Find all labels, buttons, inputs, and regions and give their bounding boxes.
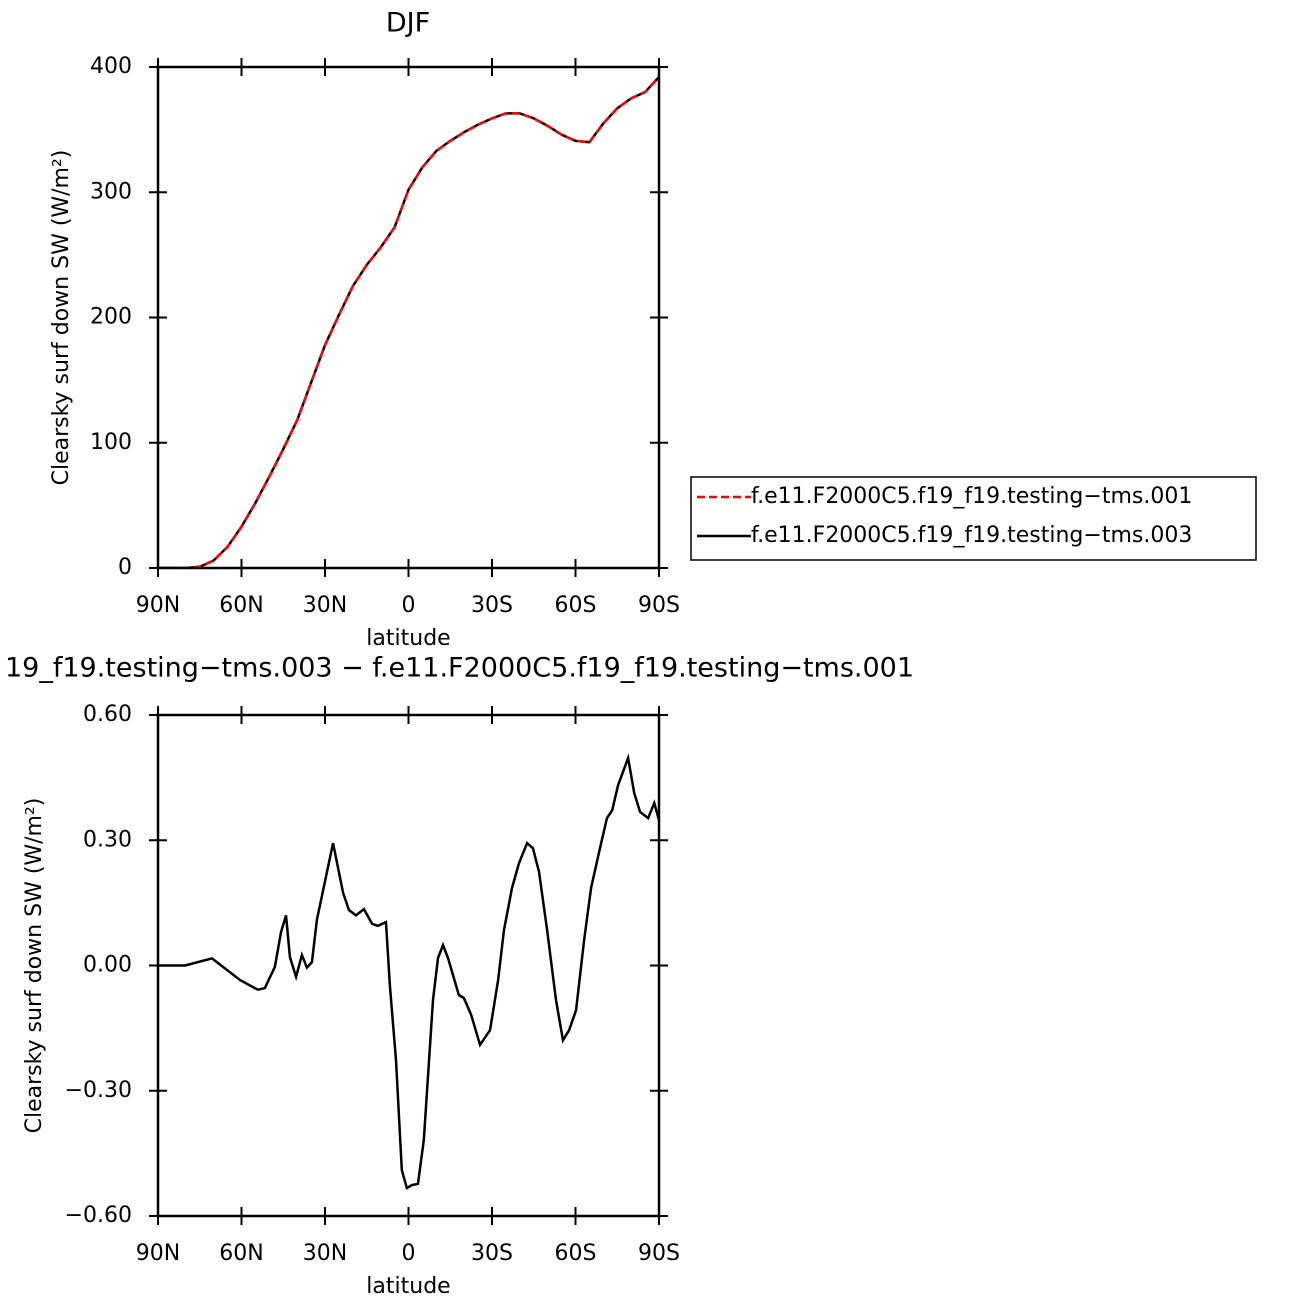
x-tick-label: 30N xyxy=(303,1241,347,1266)
x-tick-label: 60S xyxy=(555,1241,597,1266)
legend-label: f.e11.F2000C5.f19_f19.testing−tms.003 xyxy=(751,523,1192,548)
data-line xyxy=(158,753,659,1190)
data-line xyxy=(158,76,659,568)
y-tick-label: 100 xyxy=(90,430,132,455)
y-tick-label: 400 xyxy=(90,54,132,79)
y-axis-label: Clearsky surf down SW (W/m²) xyxy=(22,798,47,1134)
y-tick-label: 300 xyxy=(90,179,132,204)
x-axis-label: latitude xyxy=(366,626,450,651)
x-axis-label: latitude xyxy=(366,1274,450,1299)
y-tick-label: 0.00 xyxy=(83,953,132,978)
x-tick-label: 30S xyxy=(471,593,513,618)
x-tick-label: 30S xyxy=(471,1241,513,1266)
y-tick-label: 0.60 xyxy=(83,702,132,727)
y-tick-label: −0.30 xyxy=(65,1078,132,1103)
chart-title: DJF xyxy=(386,8,430,39)
plot-frame xyxy=(156,713,661,1218)
y-tick-label: 0 xyxy=(118,555,132,580)
legend-box xyxy=(690,476,1257,561)
x-tick-label: 60N xyxy=(219,1241,263,1266)
chart-title: 19_f19.testing−tms.003 − f.e11.F2000C5.f… xyxy=(5,653,914,684)
x-tick-label: 90N xyxy=(136,593,180,618)
y-tick-label: 0.30 xyxy=(83,827,132,852)
x-tick-label: 60N xyxy=(219,593,263,618)
legend-label: f.e11.F2000C5.f19_f19.testing−tms.001 xyxy=(751,484,1192,509)
plot-frame xyxy=(156,65,661,570)
y-tick-label: −0.60 xyxy=(65,1203,132,1228)
y-axis-label: Clearsky surf down SW (W/m²) xyxy=(49,150,74,486)
x-tick-label: 30N xyxy=(303,593,347,618)
x-tick-label: 60S xyxy=(555,593,597,618)
y-tick-label: 200 xyxy=(90,305,132,330)
x-tick-label: 0 xyxy=(402,593,416,618)
x-tick-label: 0 xyxy=(402,1241,416,1266)
data-line xyxy=(158,76,659,568)
x-tick-label: 90S xyxy=(638,593,680,618)
x-tick-label: 90S xyxy=(638,1241,680,1266)
x-tick-label: 90N xyxy=(136,1241,180,1266)
